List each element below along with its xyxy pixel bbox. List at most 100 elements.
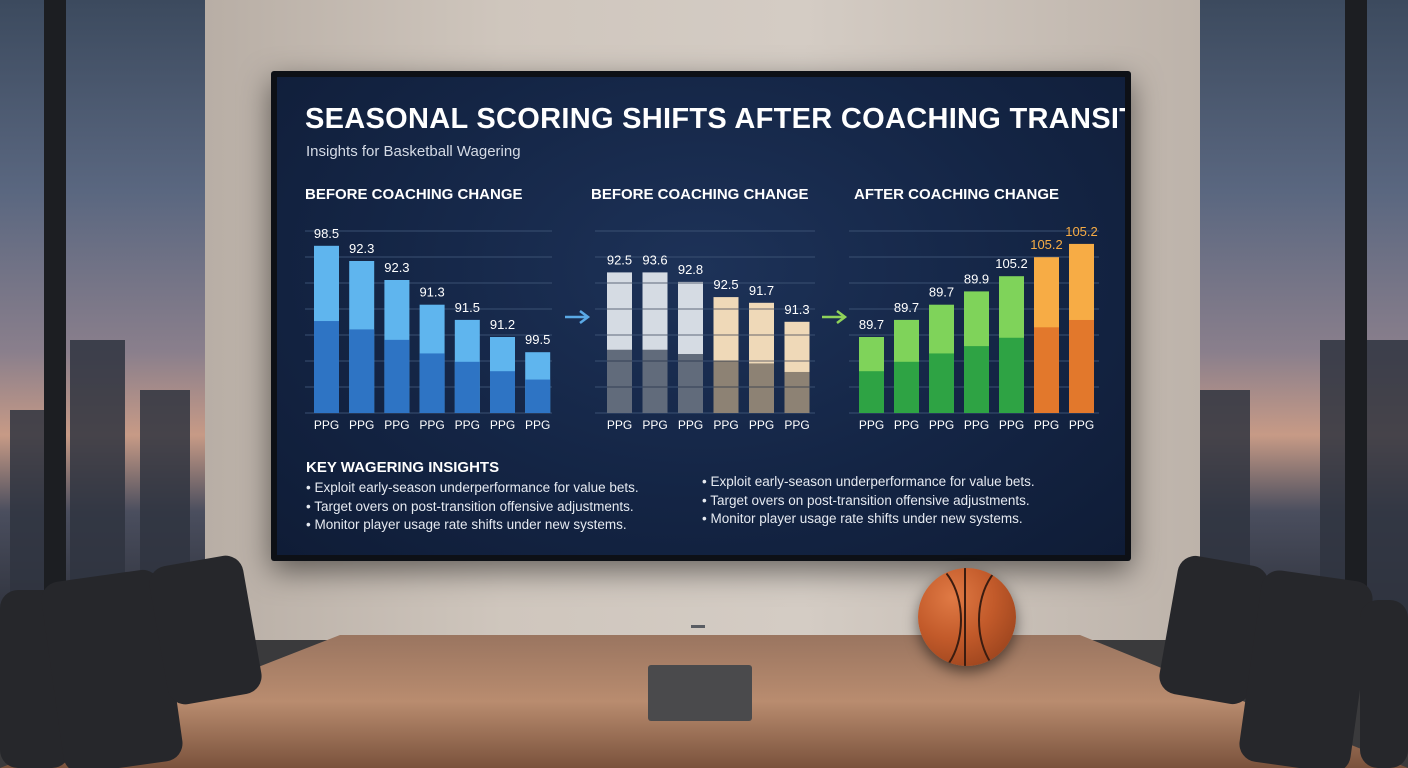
bar xyxy=(784,321,810,413)
bar xyxy=(314,245,339,413)
bar-base xyxy=(1069,319,1094,413)
tick-label: PPG xyxy=(314,418,339,432)
bar xyxy=(964,291,989,413)
data-label: 91.7 xyxy=(749,283,774,298)
chart-title-after: AFTER COACHING CHANGE xyxy=(854,186,1059,203)
page-title: SEASONAL SCORING SHIFTS AFTER COACHING T… xyxy=(305,103,1125,135)
data-label: 93.6 xyxy=(642,252,667,267)
arrow-blue-icon xyxy=(565,310,591,324)
bar-base xyxy=(964,346,989,413)
list-item: Monitor player usage rate shifts under n… xyxy=(306,517,639,536)
chart-after: 89.7 PPG 89.7 PPG 89.7 PPG 89.9 PPG 105.2 PPG 105.… xyxy=(859,224,1098,432)
bar-base xyxy=(349,329,375,413)
table-port xyxy=(648,665,752,721)
bar-base xyxy=(314,321,339,413)
bar xyxy=(1069,243,1094,413)
bar xyxy=(929,304,954,413)
bar xyxy=(349,261,375,413)
list-item: Monitor player usage rate shifts under n… xyxy=(702,511,1035,530)
data-label: 92.5 xyxy=(607,252,632,267)
tick-label: PPG xyxy=(964,418,989,432)
data-label: 98.5 xyxy=(314,226,339,241)
bar-base xyxy=(1034,327,1059,413)
tick-label: PPG xyxy=(859,418,884,432)
tick-label: PPG xyxy=(642,418,667,432)
bar xyxy=(419,304,445,413)
chart-before-1: 98.5 PPG 92.3 PPG 92.3 PPG 91.3 PPG 91.5 PPG 91.2 P… xyxy=(314,226,551,432)
list-item: Target overs on post-transition offensiv… xyxy=(306,499,639,518)
bar-base xyxy=(454,361,480,413)
bar xyxy=(894,319,919,413)
tick-label: PPG xyxy=(1069,418,1094,432)
bar xyxy=(490,337,515,413)
chart-title-before-1: BEFORE COACHING CHANGE xyxy=(305,186,523,203)
bar-base xyxy=(642,349,668,413)
arrow-green-icon xyxy=(822,310,848,324)
bar xyxy=(642,272,668,413)
data-label: 89.7 xyxy=(859,317,884,332)
tv-display: SEASONAL SCORING SHIFTS AFTER COACHING T… xyxy=(271,71,1131,628)
tick-label: PPG xyxy=(894,418,919,432)
tick-label: PPG xyxy=(490,418,515,432)
bar-base xyxy=(419,353,445,413)
data-label: 105.2 xyxy=(1030,237,1063,252)
data-label: 105.2 xyxy=(995,256,1028,271)
bar-base xyxy=(607,349,632,413)
bar-base xyxy=(894,361,919,413)
tick-label: PPG xyxy=(1034,418,1059,432)
insights-list-left: Exploit early-season underperformance fo… xyxy=(306,480,639,536)
tick-label: PPG xyxy=(713,418,738,432)
bar xyxy=(999,276,1024,413)
tick-label: PPG xyxy=(384,418,409,432)
basketball-icon xyxy=(918,568,1016,666)
bar-base xyxy=(929,353,954,413)
data-label: 91.3 xyxy=(419,285,444,300)
bar-base xyxy=(525,379,551,413)
tick-label: PPG xyxy=(349,418,374,432)
list-item: Exploit early-season underperformance fo… xyxy=(306,480,638,499)
bar xyxy=(713,297,739,413)
data-label: 89.7 xyxy=(929,285,954,300)
bar-base xyxy=(749,363,774,413)
data-label: 91.5 xyxy=(455,300,480,315)
tick-label: PPG xyxy=(455,418,480,432)
bar xyxy=(454,319,480,413)
bar-base xyxy=(999,337,1024,413)
tick-label: PPG xyxy=(525,418,550,432)
bar xyxy=(749,302,774,413)
chart-title-before-2: BEFORE COACHING CHANGE xyxy=(591,186,809,203)
bar xyxy=(678,281,703,413)
data-label: 89.7 xyxy=(894,300,919,315)
tick-label: PPG xyxy=(678,418,703,432)
tick-label: PPG xyxy=(999,418,1024,432)
tv-screen: SEASONAL SCORING SHIFTS AFTER COACHING T… xyxy=(277,77,1125,555)
insights-title: KEY WAGERING INSIGHTS xyxy=(306,459,500,476)
bar-base xyxy=(859,371,884,413)
window-right xyxy=(1200,0,1408,640)
chart-before-2: 92.5 PPG 93.6 PPG 92.8 PPG 92.5 PPG 91.7 PPG 91.3 P… xyxy=(607,252,810,432)
data-label: 89.9 xyxy=(964,271,989,286)
charts-area: 98.5 PPG 92.3 PPG 92.3 PPG 91.3 PPG 91.5 PPG 91.2 P… xyxy=(305,224,1099,432)
data-label: 99.5 xyxy=(525,332,550,347)
data-label: 91.2 xyxy=(490,317,515,332)
bar-base xyxy=(490,371,515,413)
window-left xyxy=(0,0,205,640)
window-frame xyxy=(44,0,66,640)
bar-base xyxy=(678,354,703,413)
bar xyxy=(384,280,410,413)
tick-label: PPG xyxy=(749,418,774,432)
conference-table xyxy=(0,635,1408,768)
list-item: Exploit early-season underperformance fo… xyxy=(702,474,1034,493)
bar xyxy=(1034,257,1059,413)
tick-label: PPG xyxy=(929,418,954,432)
bar xyxy=(607,272,632,413)
data-label: 92.5 xyxy=(713,277,738,292)
insights-list-right: Exploit early-season underperformance fo… xyxy=(702,474,1035,530)
data-label: 91.3 xyxy=(784,302,809,317)
page-subtitle: Insights for Basketball Wagering xyxy=(306,143,521,160)
window-frame xyxy=(1345,0,1367,640)
data-label: 92.3 xyxy=(349,241,374,256)
data-label: 105.2 xyxy=(1065,224,1098,239)
bar-base xyxy=(384,339,410,413)
